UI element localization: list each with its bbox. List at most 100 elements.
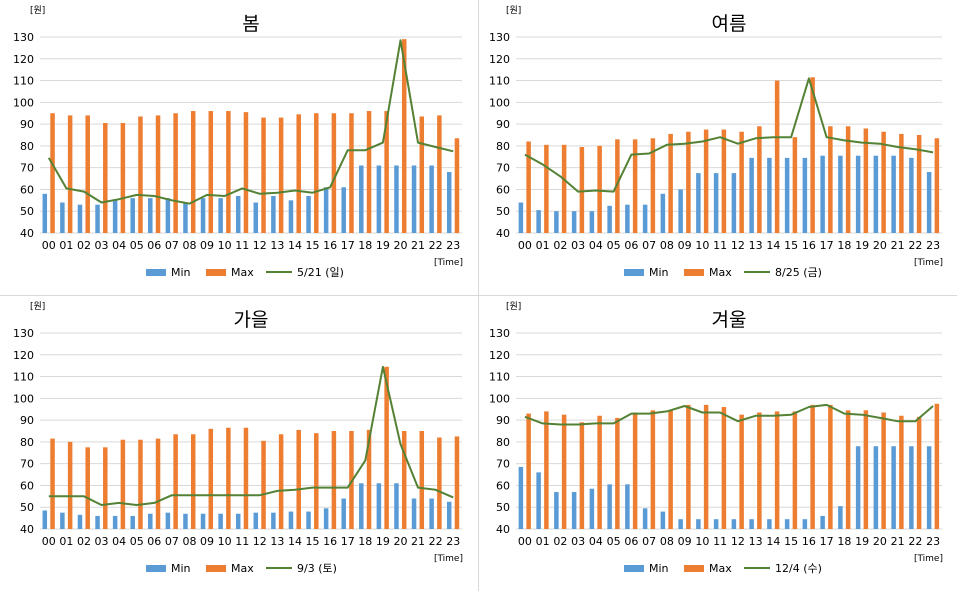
- bar-min: [200, 198, 206, 233]
- bar-min: [218, 513, 223, 529]
- bar-min: [271, 512, 276, 529]
- legend: Min Max 5/21 (일): [146, 265, 344, 279]
- x-tick-label: 07: [642, 239, 656, 252]
- bar-min: [253, 512, 259, 529]
- bar-max: [261, 117, 266, 233]
- y-tick-label: 40: [20, 227, 34, 240]
- bar-min: [130, 515, 135, 529]
- bar-min: [820, 515, 825, 529]
- x-tick-label: 14: [766, 239, 780, 252]
- bar-min: [359, 483, 364, 529]
- bar-min: [323, 508, 329, 529]
- y-tick-label: 100: [13, 392, 34, 405]
- bar-max: [437, 437, 442, 529]
- bar-max: [50, 113, 55, 233]
- bar-min: [926, 172, 932, 233]
- bar-max: [739, 131, 744, 233]
- bar-min: [411, 498, 417, 529]
- bar-max: [686, 404, 691, 529]
- bar-min: [271, 195, 276, 233]
- x-tick-label: 21: [891, 239, 905, 252]
- bar-min: [148, 513, 153, 529]
- bar-min: [112, 515, 118, 529]
- x-tick-label: 16: [802, 535, 816, 548]
- x-tick-label: 17: [820, 239, 834, 252]
- bar-max: [899, 133, 904, 233]
- y-tick-label: 90: [20, 414, 34, 427]
- x-tick-label: 23: [446, 535, 460, 548]
- x-tick-label: 22: [908, 535, 922, 548]
- x-tick-label: 11: [235, 535, 249, 548]
- x-tick-label: 18: [358, 535, 372, 548]
- bar-max: [243, 427, 249, 529]
- bar-max: [454, 436, 460, 529]
- chart-title: 가을: [234, 309, 269, 331]
- bar-min: [873, 155, 879, 233]
- bar-max: [632, 412, 638, 529]
- bar-max: [173, 434, 178, 529]
- bar-max: [916, 135, 922, 233]
- bar-min: [288, 511, 294, 529]
- legend-label-line: 9/3 (토): [297, 562, 337, 575]
- bar-max: [544, 411, 549, 529]
- bar-max: [296, 114, 301, 233]
- bar-max: [120, 123, 126, 233]
- legend: Min Max 9/3 (토): [146, 562, 337, 575]
- bar-min: [642, 508, 648, 529]
- x-tick-label: 05: [607, 535, 621, 548]
- bar-max: [454, 138, 460, 233]
- bar-min: [678, 519, 683, 529]
- x-tick-label: 11: [713, 239, 727, 252]
- bar-min: [731, 173, 737, 233]
- bar-max: [881, 412, 886, 529]
- bar-max: [419, 431, 425, 529]
- series-line: [48, 365, 454, 506]
- x-tick-label: 15: [784, 535, 798, 548]
- y-tick-label: 130: [13, 327, 34, 340]
- bar-max: [703, 404, 709, 529]
- y-tick-label: 80: [20, 436, 34, 449]
- bar-min: [341, 498, 346, 529]
- bar-min: [165, 198, 171, 233]
- bar-min: [589, 211, 595, 233]
- bar-min: [306, 511, 311, 529]
- bar-max: [437, 115, 442, 233]
- y-tick-label: 110: [13, 371, 34, 384]
- chart-title: 겨울: [712, 309, 747, 331]
- bar-min: [660, 193, 666, 233]
- bar-max: [526, 413, 531, 529]
- x-tick-label: 23: [446, 239, 460, 252]
- x-tick-label: 21: [891, 535, 905, 548]
- x-tick-label: 02: [553, 535, 567, 548]
- x-tick-label: 14: [766, 535, 780, 548]
- bar-min: [112, 200, 118, 233]
- bar-min: [429, 165, 434, 233]
- x-tick-label: 07: [642, 535, 656, 548]
- x-tick-label: 15: [306, 239, 320, 252]
- x-tick-label: 12: [731, 535, 745, 548]
- bar-max: [67, 115, 73, 233]
- x-tick-label: 04: [112, 535, 126, 548]
- bar-max: [243, 112, 249, 233]
- chart-panel: 40 50 60 70 80 90 100 110 120 130 [원] 가을 00 01 02 03 04 0…: [13, 301, 463, 575]
- bar-min: [77, 514, 83, 529]
- y-tick-label: 90: [496, 414, 510, 427]
- y-tick-label: 130: [489, 31, 510, 44]
- x-tick-label: 03: [95, 535, 109, 548]
- x-tick-label: 07: [165, 535, 179, 548]
- legend-swatch-min: [624, 565, 644, 572]
- x-tick-label: 16: [323, 535, 337, 548]
- legend-swatch-max: [206, 269, 226, 276]
- y-tick-label: 90: [20, 118, 34, 131]
- bar-max: [757, 126, 762, 233]
- bar-min: [323, 187, 329, 233]
- bar-max: [314, 433, 319, 529]
- bar-min: [42, 510, 48, 529]
- legend-label-max: Max: [709, 562, 732, 575]
- x-tick-label: 04: [112, 239, 126, 252]
- bar-min: [926, 446, 932, 529]
- unit-label: [원]: [506, 301, 521, 312]
- x-tick-label: 05: [130, 535, 144, 548]
- legend-label-line: 12/4 (수): [775, 562, 822, 575]
- x-tick-label: 18: [358, 239, 372, 252]
